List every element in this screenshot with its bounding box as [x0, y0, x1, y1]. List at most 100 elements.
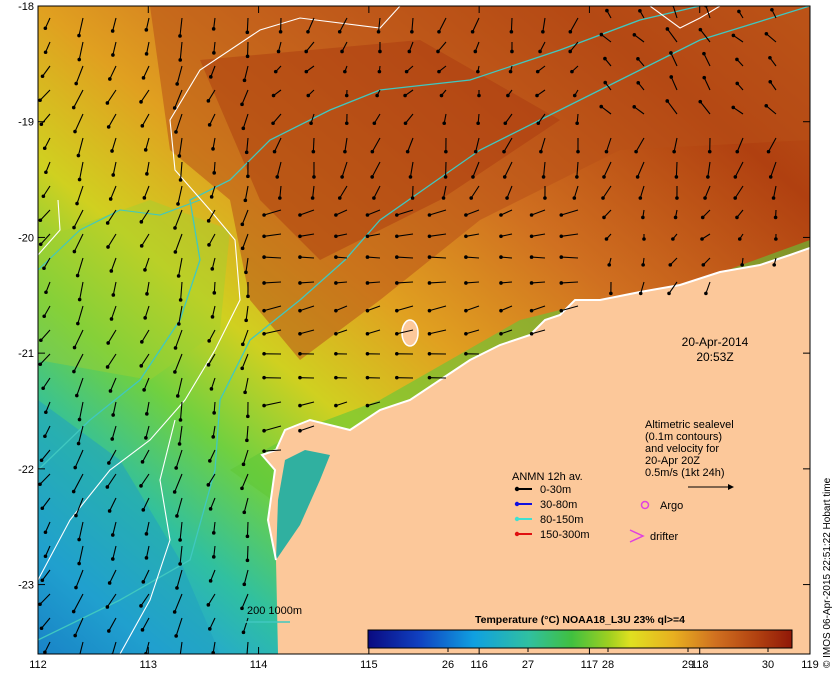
velocity-arrow [111, 161, 117, 177]
velocity-arrow [704, 281, 711, 296]
velocity-arrow [38, 593, 51, 607]
axis-ticks: 112 113 114 115 116 117 118 119 -18 -19 -20 -21 -22 -… [18, 1, 819, 671]
velocity-arrow [105, 473, 117, 489]
velocity-arrow [208, 449, 216, 463]
velocity-arrow [773, 209, 778, 220]
velocity-arrow [43, 521, 51, 535]
velocity-arrow [735, 209, 744, 220]
velocity-arrow [344, 89, 349, 98]
velocity-arrow [310, 185, 315, 200]
velocity-arrow [106, 233, 117, 249]
velocity-arrow [271, 113, 282, 126]
velocity-arrow [668, 257, 678, 267]
velocity-arrow [568, 17, 579, 34]
sealevel-contour [38, 6, 401, 581]
velocity-arrow [141, 497, 150, 512]
velocity-arrow [140, 617, 150, 632]
velocity-arrow [343, 137, 348, 154]
velocity-arrow [139, 593, 150, 608]
velocity-arrow [508, 65, 513, 74]
velocity-arrow [427, 375, 447, 380]
velocity-arrow [702, 51, 711, 67]
velocity-arrow [206, 209, 216, 223]
sealevel-contour [38, 199, 61, 256]
barrow-island [401, 319, 419, 347]
velocity-arrow [177, 305, 183, 326]
velocity-arrow [173, 329, 183, 350]
velocity-arrow [395, 255, 414, 259]
velocity-arrow [395, 305, 414, 313]
velocity-arrow [673, 209, 678, 220]
velocity-arrow [245, 545, 250, 563]
velocity-arrow [538, 41, 546, 54]
bathymetry-contour [38, 199, 201, 271]
velocity-arrow [442, 113, 447, 126]
velocity-arrow [245, 17, 250, 35]
velocity-arrow [77, 161, 84, 182]
velocity-arrow [502, 161, 513, 179]
velocity-arrow [42, 257, 51, 271]
velocity-arrow [140, 449, 150, 464]
velocity-arrow [71, 473, 84, 494]
velocity-arrow [77, 521, 84, 542]
colorbar-tick-label: 29 [682, 659, 694, 671]
velocity-arrow [240, 353, 249, 371]
velocity-arrow [568, 41, 579, 54]
velocity-arrow [700, 209, 711, 220]
velocity-arrow [334, 352, 348, 356]
velocity-arrow [733, 185, 744, 200]
velocity-arrow [278, 17, 283, 34]
velocity-arrow [365, 401, 381, 408]
velocity-arrow [365, 255, 381, 259]
velocity-arrow [334, 209, 348, 217]
velocity-arrow [635, 161, 645, 179]
velocity-arrow [638, 281, 645, 296]
velocity-arrow [142, 185, 150, 200]
velocity-arrow [437, 65, 447, 74]
velocity-arrow [334, 255, 348, 259]
plot-frame [37, 5, 811, 655]
velocity-arrow [242, 497, 249, 515]
velocity-arrow [72, 353, 84, 374]
velocity-arrow [73, 449, 84, 470]
velocity-arrow [674, 161, 679, 179]
velocity-arrow [139, 353, 150, 368]
velocity-arrow [370, 161, 381, 179]
velocity-arrow [575, 161, 579, 179]
velocity-arrow [173, 209, 183, 230]
velocity-arrow [206, 353, 216, 367]
velocity-arrow [173, 233, 183, 254]
velocity-arrow [172, 89, 183, 110]
velocity-arrow [43, 41, 51, 55]
velocity-arrow [242, 569, 249, 587]
colorbar-tick-label: 30 [762, 659, 774, 671]
velocity-arrow [570, 65, 579, 74]
velocity-arrow [634, 137, 645, 154]
altimetry-line: (0.1m contours) [645, 431, 722, 443]
lat-tick-label: -23 [18, 580, 34, 592]
anmn-legend-label: 80-150m [540, 514, 583, 526]
velocity-arrow [604, 137, 612, 154]
velocity-arrow [175, 569, 183, 590]
velocity-arrow [559, 281, 579, 285]
velocity-arrow [211, 17, 216, 31]
velocity-arrow [464, 209, 480, 217]
velocity-arrow [172, 593, 183, 614]
velocity-arrow [539, 137, 546, 154]
velocity-arrow [111, 41, 117, 57]
velocity-arrow [77, 41, 84, 62]
velocity-arrow [477, 89, 481, 98]
anmn-legend-label: 0-30m [540, 484, 571, 496]
velocity-arrow [669, 75, 678, 91]
velocity-arrow [139, 473, 150, 488]
velocity-arrow [39, 113, 51, 127]
colorbar-tick-label: 28 [602, 659, 614, 671]
velocity-arrow [245, 41, 250, 59]
velocity-arrow [667, 281, 678, 296]
anmn-legend: ANMN 12h av. 0-30m 30-80m 80-150m 150-300m [512, 471, 590, 541]
velocity-arrow [771, 185, 777, 200]
velocity-arrow [603, 80, 612, 91]
altimetry-line: 0.5m/s (1kt 24h) [645, 467, 724, 479]
velocity-arrow [76, 137, 84, 158]
velocity-arrow [43, 545, 51, 559]
